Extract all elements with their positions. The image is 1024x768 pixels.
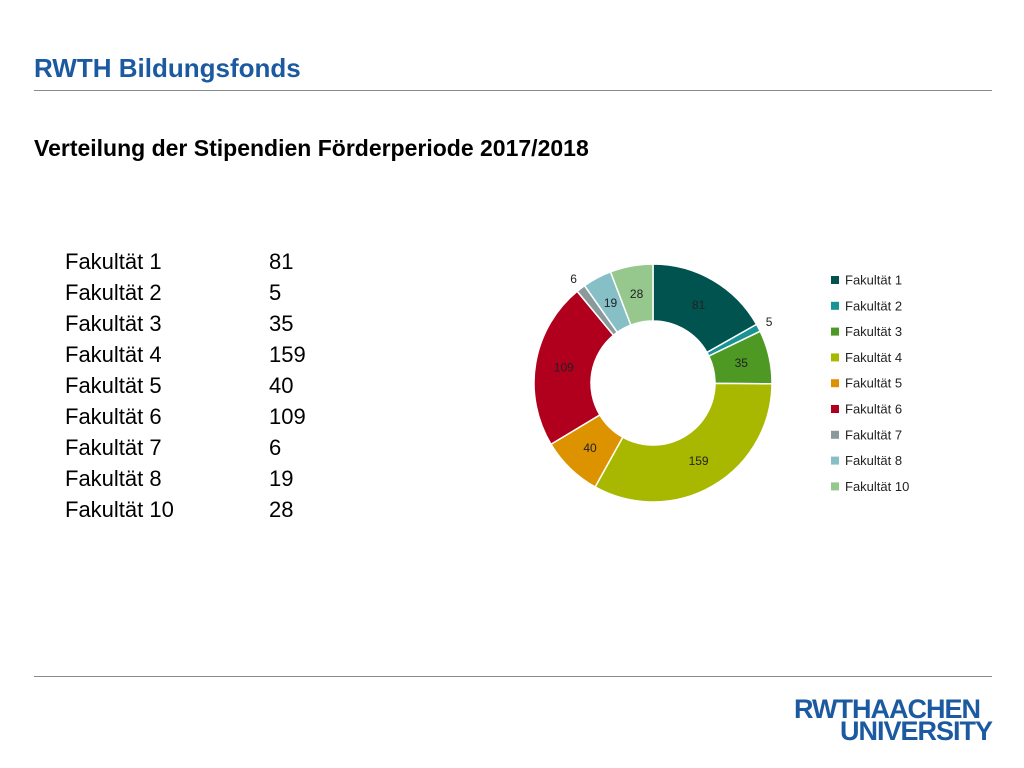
donut-slice: [594, 382, 773, 503]
faculty-name: Fakultät 1: [65, 249, 162, 274]
faculty-name: Fakultät 6: [65, 404, 162, 429]
rwth-logo: RWTHAACHEN UNIVERSITY: [793, 694, 993, 746]
logo-line-2: UNIVERSITY: [839, 716, 993, 746]
faculty-row: Fakultät 7 6: [65, 432, 349, 463]
faculty-value: 109: [269, 404, 306, 429]
legend-swatch: [831, 353, 839, 362]
faculty-row: Fakultät 10 28: [65, 494, 349, 525]
donut-slices: [533, 263, 773, 503]
donut-slice: [609, 263, 654, 327]
faculty-name: Fakultät 7: [65, 435, 162, 460]
logo-line-1: RWTHAACHEN: [793, 694, 981, 724]
faculty-value: 5: [269, 280, 282, 305]
legend-swatch: [831, 405, 839, 413]
faculty-value: 159: [269, 342, 306, 367]
slide-title: Verteilung der Stipendien Förderperiode …: [34, 135, 589, 161]
legend-label: Fakultät 8: [845, 453, 902, 468]
faculty-row: Fakultät 3 35: [65, 308, 349, 339]
donut-data-label: 6: [570, 272, 577, 286]
donut-slice: [533, 290, 615, 446]
legend-label: Fakultät 7: [845, 427, 902, 442]
faculty-row: Fakultät 5 40: [65, 370, 349, 401]
donut-data-label: 81: [692, 298, 706, 312]
faculty-row: Fakultät 8 19: [65, 463, 349, 494]
faculty-name: Fakultät 8: [65, 466, 162, 491]
donut-data-label: 5: [766, 315, 773, 329]
faculty-value: 19: [269, 466, 294, 491]
faculty-row: Fakultät 1 81: [65, 246, 349, 277]
footer-divider: [34, 676, 992, 677]
legend-label: Fakultät 5: [845, 376, 902, 391]
legend-label: Fakultät 6: [845, 402, 902, 417]
donut-data-label: 40: [583, 441, 597, 455]
faculty-value: 40: [269, 373, 294, 398]
legend-swatch: [831, 276, 839, 284]
legend-swatch: [831, 379, 839, 388]
faculty-value: 81: [269, 249, 294, 274]
donut-data-label: 109: [554, 361, 574, 375]
faculty-name: Fakultät 4: [65, 342, 162, 367]
legend-swatch: [831, 301, 839, 310]
legend-label: Fakultät 3: [845, 324, 902, 339]
faculty-value-list: Fakultät 1 81 Fakultät 2 5 Fakultät 3 35 Fakul…: [65, 246, 349, 525]
header-divider: [34, 90, 992, 91]
donut-data-label: 159: [689, 454, 709, 468]
chart-legend: Fakultät 1 Fakultät 2 Fakultät 3 Fakultät 4…: [831, 273, 909, 494]
faculty-name: Fakultät 5: [65, 373, 162, 398]
legend-swatch: [831, 456, 839, 465]
faculty-value: 28: [269, 497, 294, 522]
faculty-name: Fakultät 3: [65, 311, 162, 336]
donut-data-labels: 81 5 35 159 40 109 6 19 28: [554, 272, 773, 468]
legend-label: Fakultät 10: [845, 479, 909, 494]
header-title: RWTH Bildungsfonds: [34, 53, 301, 83]
faculty-row: Fakultät 4 159: [65, 339, 349, 370]
faculty-name: Fakultät 10: [65, 497, 174, 522]
donut-data-label: 35: [735, 356, 749, 370]
legend-swatch: [831, 482, 839, 491]
faculty-value: 35: [269, 311, 294, 336]
legend-label: Fakultät 1: [845, 273, 902, 288]
legend-swatch: [831, 327, 839, 336]
legend-swatch: [831, 430, 839, 439]
donut-data-label: 19: [604, 296, 618, 310]
donut-data-label: 28: [630, 287, 644, 301]
legend-label: Fakultät 2: [845, 298, 902, 313]
faculty-row: Fakultät 2 5: [65, 277, 349, 308]
faculty-name: Fakultät 2: [65, 280, 162, 305]
faculty-row: Fakultät 6 109: [65, 401, 349, 432]
legend-label: Fakultät 4: [845, 350, 902, 365]
faculty-value: 6: [269, 435, 282, 460]
